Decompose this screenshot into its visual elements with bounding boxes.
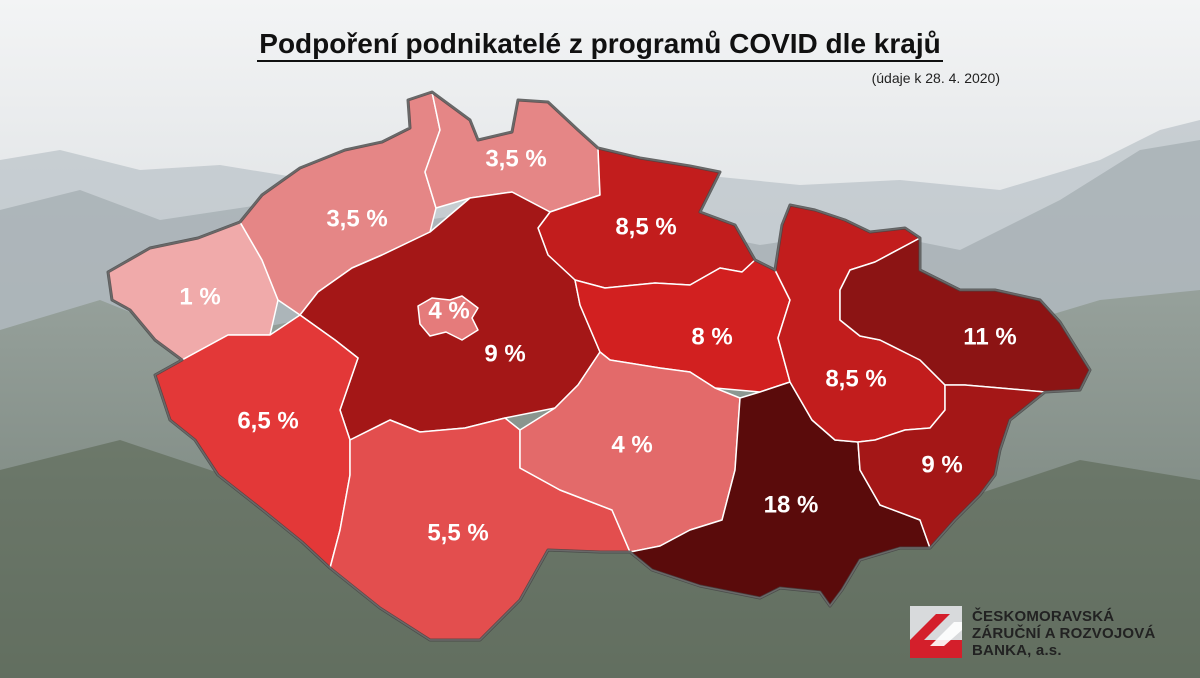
label-zlinsky: 9 % [921,451,962,478]
page-title: Podpoření podnikatelé z programů COVID d… [0,28,1200,62]
label-jihomoravsky: 18 % [764,491,819,518]
region-praha[interactable] [417,295,479,341]
label-praha: 4 % [428,297,469,324]
cmzrb-logo: ČESKOMORAVSKÁ ZÁRUČNÍ A ROZVOJOVÁ BANKA,… [910,606,1190,666]
label-ustecky: 3,5 % [326,205,387,232]
label-plzensky: 6,5 % [237,407,298,434]
date-note: (údaje k 28. 4. 2020) [871,70,1000,86]
label-kralovehradecky: 8,5 % [615,213,676,240]
logo-text-line2: ZÁRUČNÍ A ROZVOJOVÁ [972,625,1156,642]
country-border [106,90,1092,642]
label-pardubicky: 8 % [691,323,732,350]
label-moravskoslezsky: 11 % [963,323,1016,350]
label-liberecky: 3,5 % [485,145,546,172]
cmzrb-logo-icon [910,606,962,658]
logo-text-line1: ČESKOMORAVSKÁ [972,608,1115,625]
label-olomoucky: 8,5 % [825,365,886,392]
label-stredocesky: 9 % [484,340,525,367]
label-karlovarsky: 1 % [179,283,220,310]
label-jihocesky: 5,5 % [427,519,488,546]
logo-text-line3: BANKA, a.s. [972,642,1062,659]
label-vysocina: 4 % [611,431,652,458]
